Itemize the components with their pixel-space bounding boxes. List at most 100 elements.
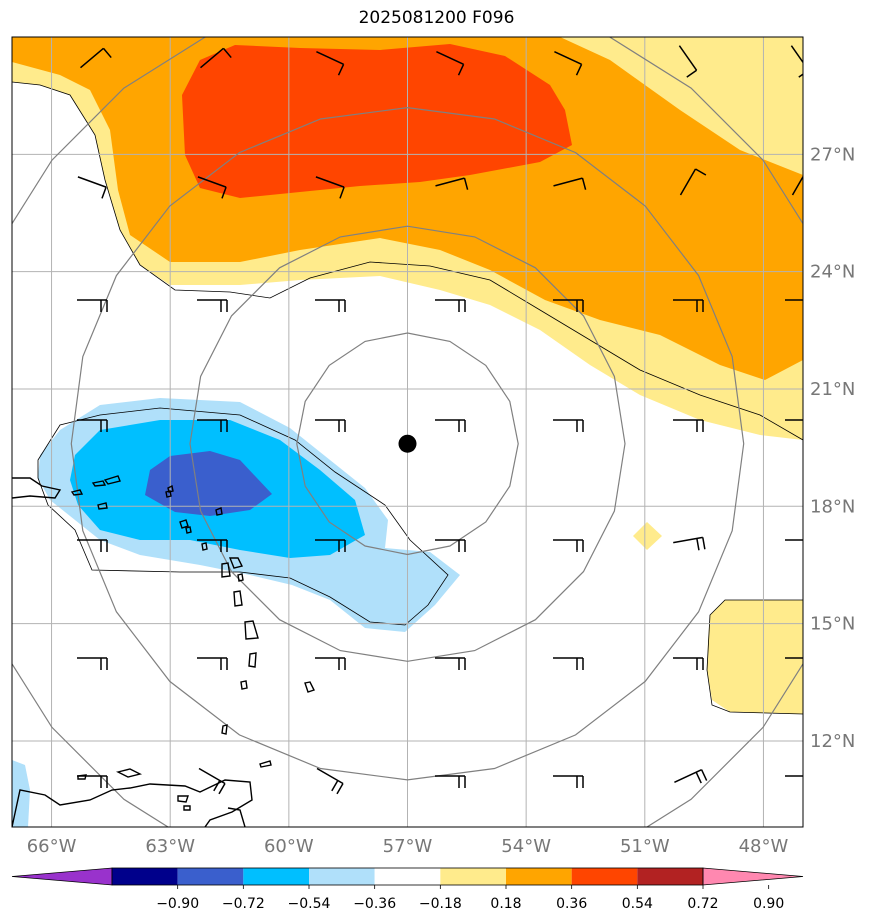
island — [259, 760, 272, 768]
wind-barb — [315, 539, 346, 552]
wind-barb — [435, 539, 466, 552]
colorbar-tick-label: 0.72 — [687, 896, 718, 912]
coastlines — [12, 475, 315, 827]
lat-tick-label: 12°N — [810, 731, 855, 752]
island — [183, 805, 191, 811]
wind-barb — [791, 175, 803, 196]
colorbar-segment — [571, 868, 638, 885]
range-ring — [12, 37, 803, 827]
island — [201, 542, 208, 551]
wind-barb — [77, 775, 108, 788]
map-plot-area — [12, 37, 803, 827]
island — [248, 652, 257, 668]
island — [177, 795, 189, 803]
contour-line-southeast — [706, 599, 803, 715]
lon-tick-label: 60°W — [264, 836, 314, 857]
colorbar-tick-label: 0.90 — [753, 896, 784, 912]
lat-tick-label: 27°N — [810, 144, 855, 165]
wind-barb — [790, 45, 803, 78]
negative-anomaly-fill-core — [145, 451, 272, 516]
lon-axis-labels: 66°W 63°W 60°W 57°W 54°W 51°W 48°W — [27, 836, 789, 857]
lon-tick-label: 57°W — [383, 836, 433, 857]
lon-tick-label: 48°W — [739, 836, 789, 857]
wind-barb — [785, 299, 803, 301]
colorbar-tick-label: −0.72 — [222, 896, 265, 912]
positive-anomaly-fill-southeast — [707, 600, 803, 714]
wind-barb — [77, 419, 108, 432]
wind-barb — [553, 177, 587, 190]
wind-barb — [554, 50, 583, 76]
wind-barb — [315, 299, 346, 312]
island — [70, 489, 84, 496]
wind-barb — [785, 657, 803, 659]
island — [215, 507, 223, 516]
colorbar-segment — [243, 868, 309, 885]
wind-barb — [316, 767, 344, 795]
colorbar-segment — [374, 868, 441, 885]
wind-barb — [673, 419, 704, 432]
wind-barb — [435, 299, 466, 312]
colorbar-tick-label: 0.36 — [556, 896, 587, 912]
lat-tick-label: 18°N — [810, 496, 855, 517]
range-rings — [12, 37, 803, 827]
lat-tick-label: 15°N — [810, 614, 855, 635]
island — [233, 590, 243, 607]
map-frame — [11, 36, 804, 828]
lon-tick-label: 54°W — [501, 836, 551, 857]
wind-barbs — [77, 45, 803, 795]
wind-barb — [785, 419, 803, 421]
wind-barb — [197, 299, 228, 312]
wind-barb — [197, 657, 228, 670]
wind-barb — [435, 419, 466, 432]
colorbar-extend-high — [702, 867, 804, 886]
colorbar-segment — [112, 868, 178, 885]
wind-barb — [198, 767, 226, 795]
lon-tick-label: 51°W — [620, 836, 670, 857]
wind-barb — [553, 419, 584, 432]
contour-line-north — [12, 81, 803, 441]
wind-barb — [77, 539, 108, 552]
island — [221, 724, 228, 735]
colorbar-tick-label: −0.90 — [156, 896, 199, 912]
colorbar-tick-label: 0.54 — [622, 896, 653, 912]
lon-tick-label: 63°W — [145, 836, 195, 857]
colorbar-frame — [111, 867, 704, 886]
positive-anomaly-fill-red — [182, 44, 572, 198]
range-ring — [70, 106, 745, 781]
colorbar-segment — [440, 868, 506, 885]
island — [221, 562, 231, 578]
wind-barb — [553, 539, 584, 552]
wind-barb — [197, 539, 228, 552]
contour-line-south — [37, 407, 449, 626]
island — [165, 490, 172, 498]
wind-barb — [435, 775, 466, 788]
wind-barb — [435, 657, 466, 670]
colorbar-tick-label: 0.18 — [490, 896, 521, 912]
wind-barb — [315, 419, 346, 432]
wind-barb — [678, 45, 698, 78]
wind-barb — [80, 47, 112, 69]
wind-barb — [553, 657, 584, 670]
lat-axis-labels: 12°N 15°N 18°N 21°N 24°N 27°N — [810, 144, 855, 752]
colorbar-tick-label: −0.36 — [353, 896, 396, 912]
island — [304, 681, 315, 693]
island — [237, 573, 244, 582]
wind-barb — [673, 657, 704, 670]
wind-barb — [316, 50, 345, 76]
wind-barb — [673, 299, 704, 312]
colorbar-tick-label: −0.54 — [288, 896, 331, 912]
wind-barb — [674, 768, 708, 784]
wind-barb — [77, 299, 108, 312]
island — [240, 680, 248, 690]
wind-barb — [77, 657, 108, 670]
island — [228, 557, 244, 569]
colorbar — [11, 867, 804, 889]
range-ring — [296, 332, 519, 556]
island — [185, 526, 192, 534]
lat-tick-label: 24°N — [810, 262, 855, 283]
wind-barb — [785, 775, 803, 777]
range-ring — [189, 225, 626, 662]
map-title: 2025081200 F096 — [358, 8, 515, 28]
coast-venezuela — [12, 779, 253, 827]
